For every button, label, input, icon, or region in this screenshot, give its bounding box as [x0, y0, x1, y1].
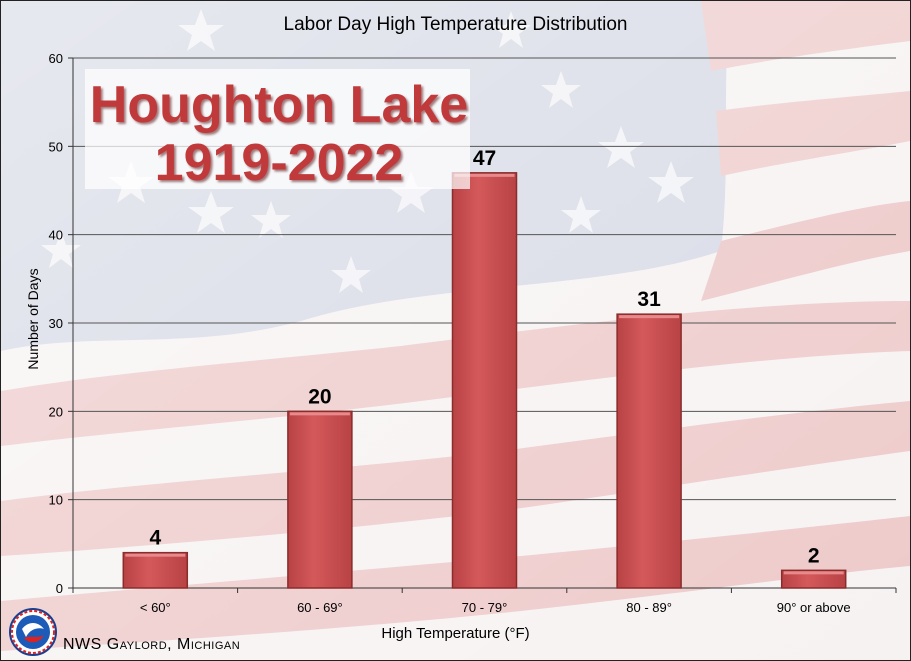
- bar: [287, 410, 353, 589]
- bar: [451, 172, 518, 589]
- chart-title: Labor Day High Temperature Distribution: [283, 14, 628, 35]
- bar-highlight: [783, 571, 844, 575]
- data-label: 2: [808, 544, 820, 567]
- y-tick-label: 30: [49, 316, 63, 331]
- bar: [122, 551, 189, 589]
- period-of-record: 1919-2022: [154, 134, 404, 192]
- y-tick-label: 50: [49, 139, 63, 154]
- nws-logo-icon: [9, 608, 57, 656]
- x-tick-label: 90° or above: [777, 600, 851, 615]
- data-label: 47: [473, 147, 496, 170]
- bars: [122, 172, 847, 589]
- x-tick-label: 70 - 79°: [462, 600, 508, 615]
- bar-highlight: [454, 173, 515, 177]
- x-axis: < 60° 60 - 69° 70 - 79° 80 - 89° 90° or abov…: [72, 587, 897, 615]
- x-tick-label: 60 - 69°: [297, 600, 343, 615]
- bar-highlight: [289, 412, 350, 416]
- y-tick-label: 20: [49, 404, 63, 419]
- data-label: 20: [308, 385, 331, 408]
- data-label: 4: [149, 527, 161, 550]
- station-name: Houghton Lake: [89, 76, 469, 134]
- station-overlay-box: [85, 69, 470, 189]
- bar: [780, 569, 847, 589]
- x-tick-label: 80 - 89°: [626, 600, 672, 615]
- bar-highlight: [619, 315, 680, 319]
- footer-credit: NWS Gaylord, Michigan: [63, 636, 241, 653]
- y-axis-label: Number of Days: [25, 268, 41, 370]
- y-tick-label: 60: [49, 51, 63, 66]
- data-labels: 4 20 47 31 2: [149, 147, 820, 567]
- bar-highlight: [125, 553, 186, 557]
- y-tick-label: 0: [56, 581, 63, 596]
- y-tick-label: 10: [49, 493, 63, 508]
- x-axis-label: High Temperature (°F): [381, 625, 530, 642]
- data-label: 31: [637, 288, 661, 311]
- x-tick-label: < 60°: [140, 600, 171, 615]
- y-tick-label: 40: [49, 228, 63, 243]
- y-axis: 0 10 20 30 40 50 60: [49, 51, 74, 596]
- bar: [616, 313, 682, 589]
